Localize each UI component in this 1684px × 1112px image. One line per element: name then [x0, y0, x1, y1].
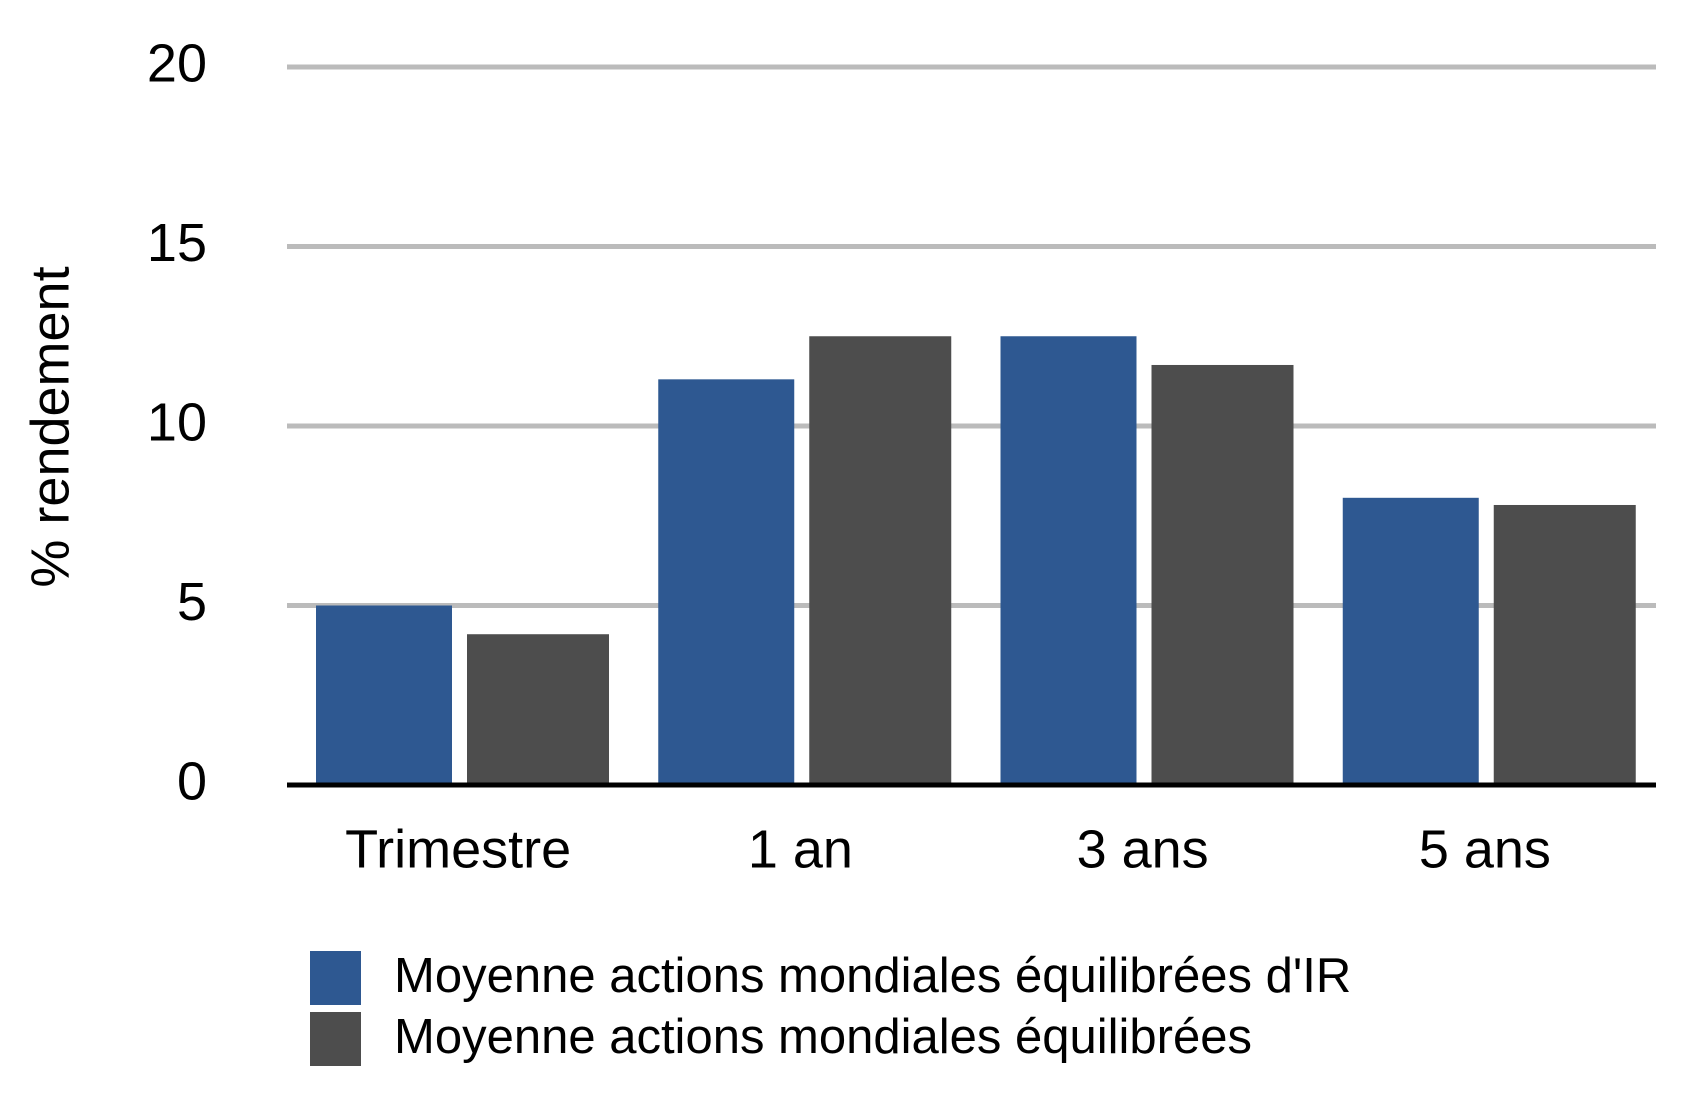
y-tick-label: 0 [177, 751, 207, 811]
y-tick-label: 10 [147, 392, 207, 452]
y-tick-label: 20 [147, 33, 207, 93]
bar [1342, 497, 1479, 785]
bar [658, 379, 795, 785]
legend-label: Moyenne actions mondiales équilibrées d'… [394, 949, 1351, 1003]
legend-swatch [310, 1012, 361, 1066]
bar [1000, 336, 1137, 785]
x-tick-label: 5 ans [1419, 819, 1551, 879]
legend-label: Moyenne actions mondiales équilibrées [394, 1010, 1252, 1064]
x-tick-label: Trimestre [345, 819, 571, 879]
bar [1151, 364, 1294, 785]
x-tick-label: 3 ans [1077, 819, 1209, 879]
bar [316, 605, 452, 785]
legend-swatch [310, 951, 361, 1005]
y-axis-label: % rendement [20, 266, 80, 587]
bar [809, 336, 952, 785]
bar [1493, 504, 1636, 785]
bar [467, 634, 609, 785]
y-tick-label: 5 [177, 572, 207, 632]
y-tick-label: 15 [147, 213, 207, 273]
x-tick-label: 1 an [748, 819, 853, 879]
